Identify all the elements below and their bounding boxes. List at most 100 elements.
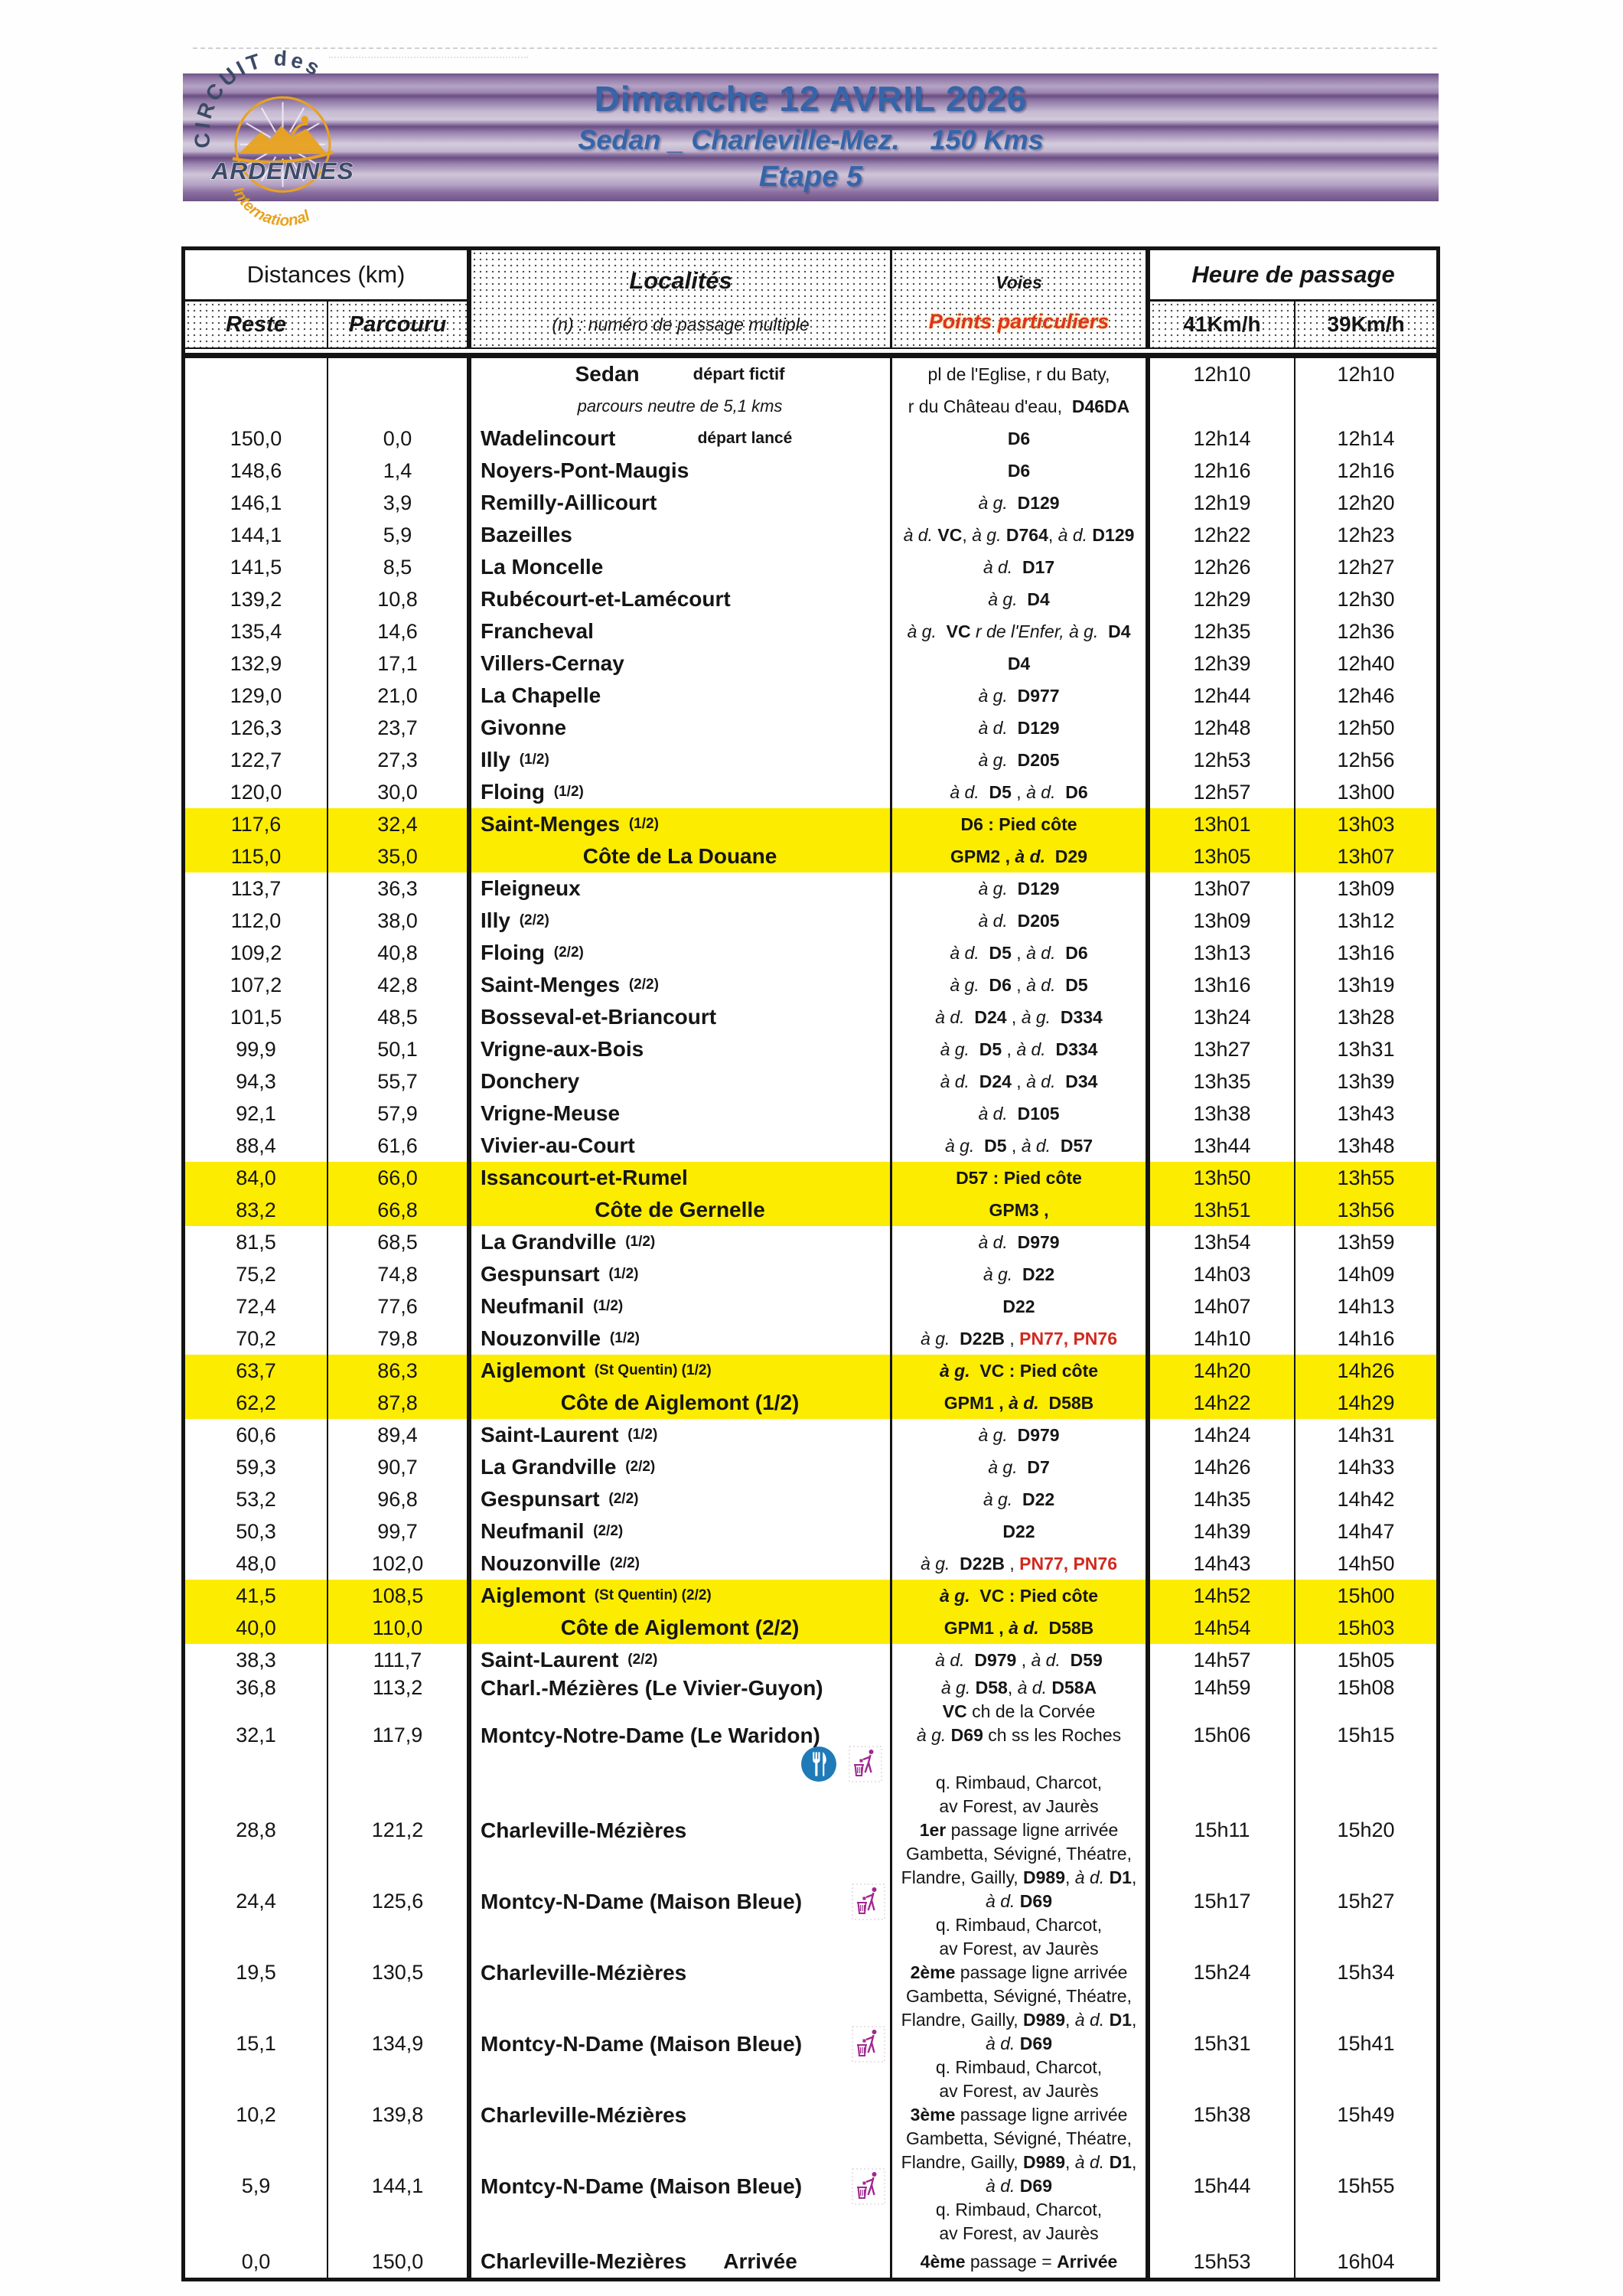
cell-reste: 99,9	[185, 1033, 328, 1065]
cell-reste: 141,5	[185, 551, 328, 583]
cell-time-41: 15h31	[1150, 2032, 1296, 2103]
table-row: 148,6 1,4 Noyers-Pont-Maugis D6 12h16 12h16	[185, 455, 1436, 487]
cell-reste: 150,0	[185, 422, 328, 455]
circuit-des-ardennes-logo: CIRCUIT des ARDENNES International	[190, 46, 354, 230]
cell-time-39: 13h09	[1337, 877, 1395, 900]
cell-time-41: 13h44	[1150, 1130, 1296, 1162]
cell-time-39: 13h03	[1295, 808, 1437, 840]
cell-reste: 72,4	[185, 1290, 328, 1322]
cell-time-39: 15h41	[1337, 2032, 1395, 2055]
cell-time-41: 14h26	[1150, 1451, 1296, 1483]
cell-time-39: 14h42	[1337, 1488, 1395, 1511]
table-row: 146,1 3,9 Remilly-Aillicourt à g. D129 12h19…	[185, 487, 1436, 519]
cell-voies: à g. D22	[892, 1258, 1151, 1290]
table-row: 0,0 150,0 Charleville-Mezières Arrivée 4ème …	[185, 2245, 1436, 2278]
cell-time-39: 13h19	[1337, 974, 1395, 996]
cell-voies: GPM3 ,	[892, 1194, 1151, 1226]
cell-parcouru: 61,6	[328, 1130, 472, 1162]
cell-time-39: 16h04	[1337, 2250, 1395, 2273]
cell-voies: D6	[892, 422, 1151, 455]
table-row: 112,0 38,0 Illy (2/2) à d. D205 13h09 13h12	[185, 905, 1436, 937]
cell-voies: à g. VC : Pied côte	[892, 1580, 1151, 1612]
cell-time-39: 14h16	[1337, 1327, 1395, 1350]
cell-locality: Illy (2/2)	[471, 905, 893, 937]
cell-reste: 132,9	[185, 647, 328, 680]
cell-voies: à d. VC, à g. D764, à d. D129	[892, 519, 1151, 551]
cell-locality: Fleigneux	[471, 872, 893, 905]
cell-time-41: 12h57	[1150, 776, 1296, 808]
cell-time-39: 12h50	[1337, 716, 1395, 739]
scan-artifact-line	[329, 57, 528, 58]
cell-voies: GPM2 , à d. D29	[892, 840, 1151, 872]
cell-parcouru: 66,0	[328, 1162, 472, 1194]
cell-time-41: 14h24	[1150, 1419, 1296, 1451]
cell-time-41: 12h35	[1150, 615, 1296, 647]
cell-reste: 63,7	[185, 1355, 328, 1387]
cell-reste: 148,6	[185, 455, 328, 487]
cell-reste: 60,6	[185, 1419, 328, 1451]
cell-time-39: 13h48	[1337, 1134, 1395, 1157]
cell-voies: à d. D129	[892, 712, 1151, 744]
cell-time-39: 15h20	[1337, 1818, 1395, 1841]
header-speed-41: 41Km/h	[1150, 302, 1296, 349]
cell-locality: La Chapelle	[471, 680, 893, 712]
header-voies: Voies Points particuliers	[892, 250, 1151, 349]
cell-locality: Aiglemont (St Quentin) (1/2)	[471, 1355, 893, 1387]
cell-locality: Saint-Menges (1/2)	[471, 808, 893, 840]
cell-time-39: 13h00	[1337, 781, 1395, 804]
cell-time-39: 13h16	[1337, 941, 1395, 964]
cell-parcouru: 10,8	[328, 583, 472, 615]
table-row: 41,5 108,5 Aiglemont (St Quentin) (2/2) à g…	[185, 1580, 1437, 1612]
cell-reste: 15,1	[185, 2032, 328, 2103]
table-row: 75,2 74,8 Gespunsart (1/2) à g. D22 14h03 14h…	[185, 1258, 1436, 1290]
cell-reste: 75,2	[185, 1258, 328, 1290]
table-row: 36,8 113,2 Charl.-Mézières (Le Vivier-Guyo…	[185, 1676, 1436, 1724]
cell-time-39: 12h20	[1337, 491, 1395, 514]
cell-locality: La Moncelle	[471, 551, 893, 583]
table-row: 50,3 99,7 Neufmanil (2/2) D22 14h39 14h47	[185, 1515, 1436, 1548]
cell-locality: Bosseval-et-Briancourt	[471, 1001, 893, 1033]
cell-locality: La Grandville (1/2)	[471, 1226, 893, 1258]
cell-voies: à g. D979	[892, 1419, 1151, 1451]
cell-time-41: 13h16	[1150, 969, 1296, 1001]
scan-artifact-line	[193, 47, 1437, 49]
cell-parcouru: 96,8	[328, 1483, 472, 1515]
cell-time-39: 12h30	[1337, 588, 1395, 611]
cell-time-39: 13h12	[1337, 909, 1395, 932]
cell-time-39: 15h00	[1295, 1580, 1437, 1612]
cell-voies: D6 : Pied côte	[892, 808, 1151, 840]
header-speed-39: 39Km/h	[1295, 302, 1437, 349]
table-row: 120,0 30,0 Floing (1/2) à d. D5 , à d. D6 12…	[185, 776, 1436, 808]
cell-parcouru: 0,0	[328, 422, 472, 455]
cell-time-41: 12h16	[1150, 455, 1296, 487]
cell-parcouru: 3,9	[328, 487, 472, 519]
cell-parcouru: 14,6	[328, 615, 472, 647]
cell-locality: Montcy-N-Dame (Maison Bleue)	[471, 2026, 893, 2103]
table-row: 132,9 17,1 Villers-Cernay D4 12h39 12h40	[185, 647, 1436, 680]
cell-locality: Noyers-Pont-Maugis	[471, 455, 893, 487]
cell-locality: Remilly-Aillicourt	[471, 487, 893, 519]
header-row-groups: Distances (km) Localités (n) : numéro de…	[185, 250, 1437, 349]
cell-locality: Montcy-N-Dame (Maison Bleue)	[471, 2168, 893, 2245]
cell-time-39: 12h23	[1337, 523, 1395, 546]
table-row: 38,3 111,7 Saint-Laurent (2/2) à d. D979 , …	[185, 1644, 1436, 1676]
cell-parcouru: 27,3	[328, 744, 472, 776]
table-row: 122,7 27,3 Illy (1/2) à g. D205 12h53 12h56	[185, 744, 1436, 776]
cell-parcouru: 74,8	[328, 1258, 472, 1290]
cell-voies: à d. D17	[892, 551, 1151, 583]
cell-reste: 92,1	[185, 1097, 328, 1130]
litter-icon	[852, 2026, 885, 2062]
cell-parcouru: 108,5	[328, 1580, 472, 1612]
cell-reste: 62,2	[185, 1387, 328, 1419]
table-row: 15,1 134,9 Montcy-N-Dame (Maison Bleue) à d…	[185, 2026, 1436, 2103]
cell-time-39: 12h27	[1337, 556, 1395, 579]
cell-locality: Illy (1/2)	[471, 744, 893, 776]
cell-time-39: 12h16	[1337, 459, 1395, 482]
cell-voies: à g. D129	[892, 872, 1151, 905]
cell-parcouru: 50,1	[328, 1033, 472, 1065]
table-row: 115,0 35,0 Côte de La Douane GPM2 , à d. D2…	[185, 840, 1437, 872]
cell-reste: 38,3	[185, 1644, 328, 1676]
cell-voies: à g. D977	[892, 680, 1151, 712]
table-row: 60,6 89,4 Saint-Laurent (1/2) à g. D979 14h2…	[185, 1419, 1436, 1451]
cell-voies: D57 : Pied côte	[892, 1162, 1151, 1194]
